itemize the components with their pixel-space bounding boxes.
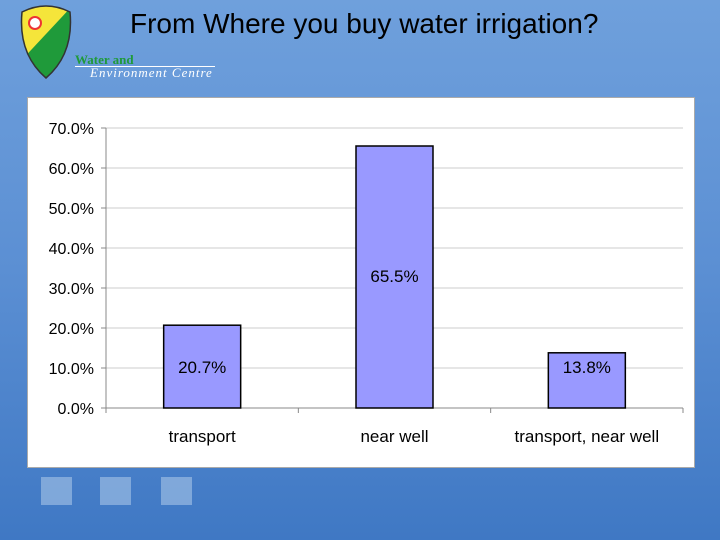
x-tick-label: near well [360, 427, 428, 446]
bar-chart: 0.0% 10.0% 20.0% 30.0% 40.0% 50.0% 60.0% 70.0% 2… [49, 121, 684, 446]
slide-title: From Where you buy water irrigation? [130, 8, 599, 39]
y-tick-label: 30.0% [49, 281, 94, 298]
y-tick-label: 50.0% [49, 201, 94, 218]
bar-transport-near-well [547, 352, 627, 409]
x-tick-label: transport [169, 427, 236, 446]
x-tick-label: transport, near well [515, 427, 660, 446]
y-tick-label: 70.0% [49, 121, 94, 138]
logo-text-line1: Water and [75, 52, 134, 67]
data-label: 13.8% [563, 358, 611, 377]
bar-near-well [355, 145, 434, 409]
y-tick-label: 0.0% [58, 401, 94, 418]
data-label: 20.7% [178, 358, 226, 377]
decor-square [41, 477, 72, 505]
y-tick-label: 40.0% [49, 241, 94, 258]
y-tick-label: 10.0% [49, 361, 94, 378]
y-tick-label: 20.0% [49, 321, 94, 338]
decor-square [161, 477, 192, 505]
y-tick-label: 60.0% [49, 161, 94, 178]
data-label: 65.5% [370, 267, 418, 286]
wec-logo [18, 4, 74, 85]
logo-divider [75, 66, 215, 67]
bar-transport [162, 324, 242, 409]
logo-text-line2: Environment Centre [90, 65, 213, 80]
decor-square [100, 477, 131, 505]
chart-panel: 0.0% 10.0% 20.0% 30.0% 40.0% 50.0% 60.0% 70.0% 2… [27, 97, 695, 468]
